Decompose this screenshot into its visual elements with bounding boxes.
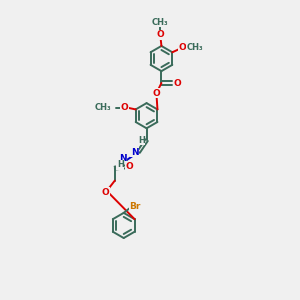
Text: Br: Br: [130, 202, 141, 211]
Text: O: O: [126, 162, 134, 171]
Text: O: O: [121, 103, 129, 112]
Text: O: O: [102, 188, 110, 197]
Text: CH₃: CH₃: [187, 43, 203, 52]
Text: H: H: [138, 136, 145, 145]
Text: N: N: [130, 148, 138, 157]
Text: CH₃: CH₃: [95, 103, 111, 112]
Text: N: N: [119, 154, 127, 164]
Text: O: O: [178, 43, 186, 52]
Text: H: H: [117, 160, 124, 169]
Text: CH₃: CH₃: [152, 18, 169, 27]
Text: O: O: [173, 79, 181, 88]
Text: O: O: [156, 31, 164, 40]
Text: O: O: [152, 89, 160, 98]
